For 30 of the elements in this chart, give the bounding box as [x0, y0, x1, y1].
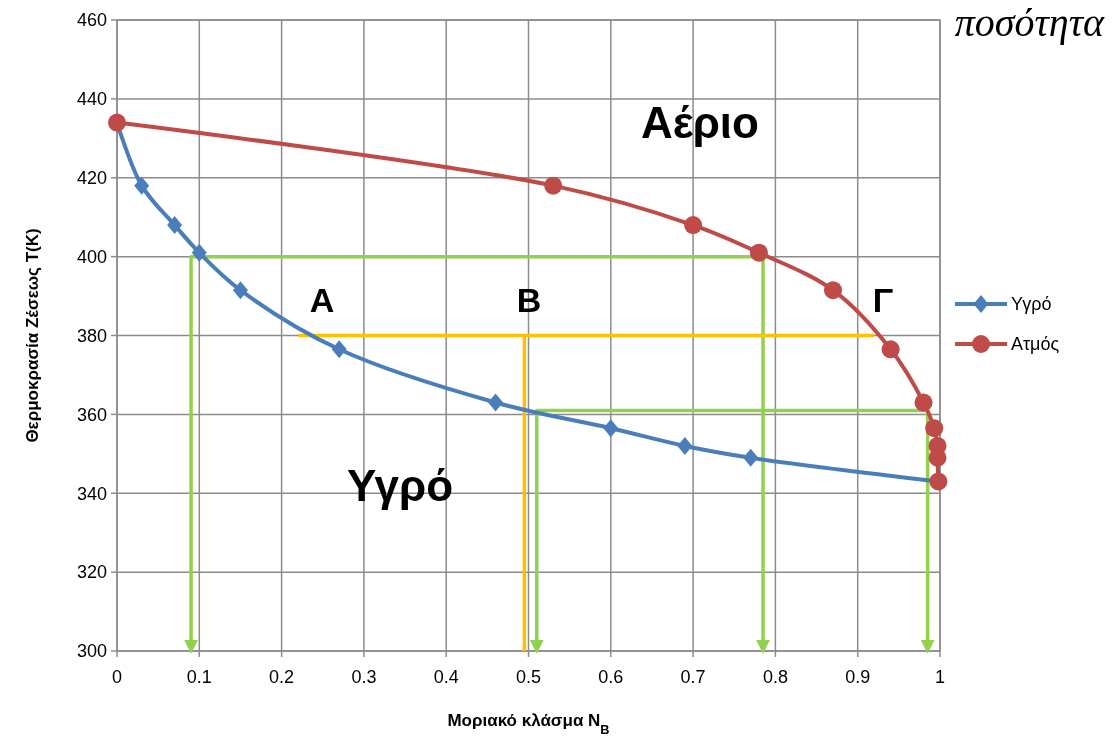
- x-tick-label: 0.9: [845, 667, 871, 687]
- x-tick-label: 0: [111, 667, 123, 687]
- y-tick-label: 420: [76, 168, 107, 189]
- annotation: Γ: [872, 280, 894, 319]
- x-tick-label: 0.6: [598, 667, 624, 687]
- annotation: Αέριο: [641, 98, 759, 148]
- legend-label: Υγρό: [1011, 294, 1052, 315]
- annotation: A: [309, 280, 335, 319]
- y-tick-label: 320: [76, 562, 107, 583]
- y-axis-title: Θερμοκρασία Ζέσεως T(K): [23, 228, 42, 443]
- y-tick-label: 300: [76, 641, 107, 662]
- x-tick-label: 0.8: [762, 667, 788, 687]
- x-tick-label: 0.3: [351, 667, 377, 687]
- y-tick-label: 340: [76, 483, 107, 504]
- text: ποσότητα: [954, 0, 1105, 45]
- legend-label: Ατμός: [1011, 334, 1060, 355]
- y-tick-label: 380: [76, 325, 107, 346]
- x-tick-label: 0.7: [680, 667, 706, 687]
- annotation: B: [516, 280, 542, 319]
- annotation: Υγρό: [346, 461, 454, 511]
- x-tick-label: 0.4: [433, 667, 459, 687]
- x-axis-title: Μοριακό κλάσμα N$_{B}$: [447, 711, 610, 737]
- y-tick-label: 400: [76, 246, 107, 267]
- y-tick-label: 440: [76, 89, 107, 110]
- x-tick-label: 0.1: [186, 667, 212, 687]
- x-tick-label: 0.2: [269, 667, 295, 687]
- x-tick-label: 0.5: [515, 667, 542, 687]
- y-tick-label: 460: [76, 10, 107, 31]
- x-tick-label: 1: [934, 667, 946, 687]
- y-tick-label: 360: [76, 404, 107, 425]
